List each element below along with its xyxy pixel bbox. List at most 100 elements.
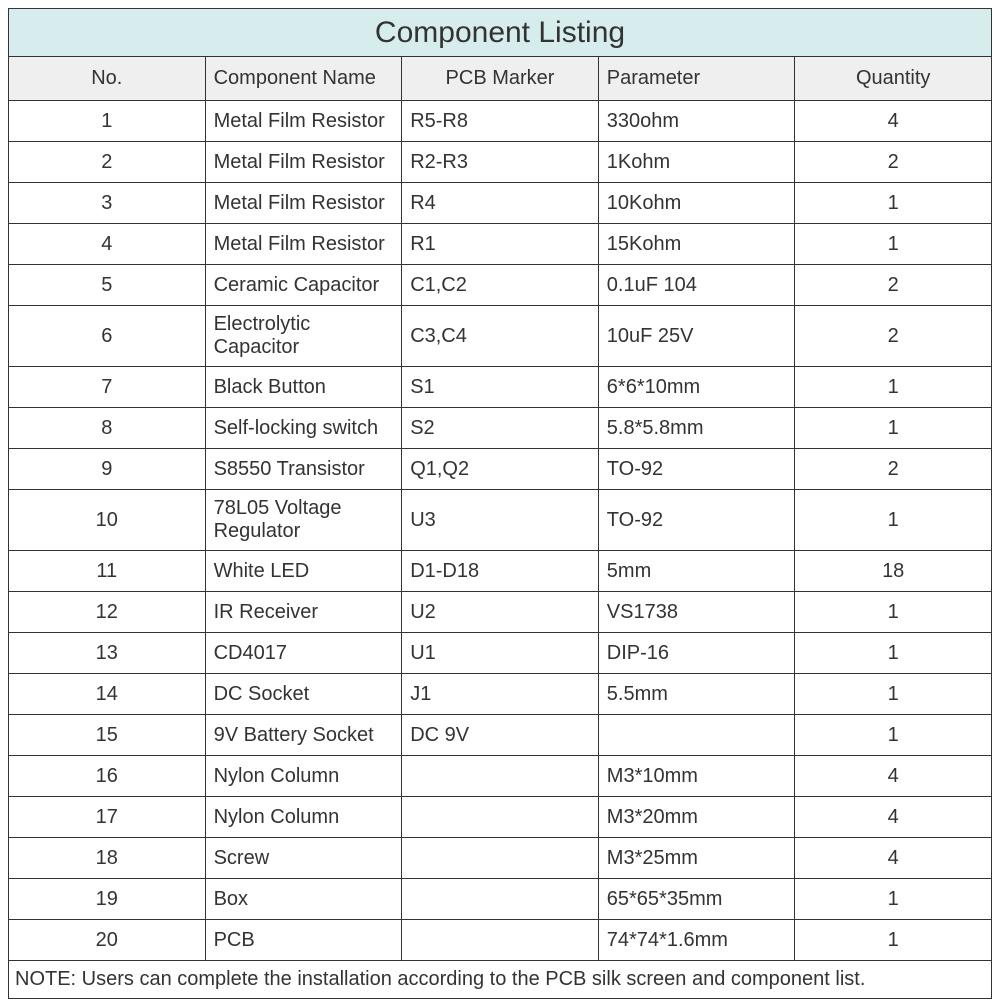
table-title: Component Listing [9, 9, 992, 57]
cell-name: Electrolytic Capacitor [205, 306, 402, 367]
cell-param: 15Kohm [598, 224, 795, 265]
table-body: 1Metal Film ResistorR5-R8330ohm42Metal F… [9, 101, 992, 961]
cell-marker: R5-R8 [402, 101, 599, 142]
table-row: 8Self-locking switchS25.8*5.8mm1 [9, 408, 992, 449]
cell-name: DC Socket [205, 674, 402, 715]
table-row: 17Nylon Column M3*20mm4 [9, 797, 992, 838]
cell-marker: U1 [402, 633, 599, 674]
table-row: 9S8550 TransistorQ1,Q2TO-922 [9, 449, 992, 490]
cell-no: 2 [9, 142, 206, 183]
cell-name: 9V Battery Socket [205, 715, 402, 756]
cell-marker [402, 756, 599, 797]
note-row: NOTE: Users can complete the installatio… [9, 961, 992, 999]
cell-name: Ceramic Capacitor [205, 265, 402, 306]
title-row: Component Listing [9, 9, 992, 57]
cell-qty: 1 [795, 490, 992, 551]
cell-param: M3*20mm [598, 797, 795, 838]
cell-no: 8 [9, 408, 206, 449]
cell-param: 65*65*35mm [598, 879, 795, 920]
cell-name: Nylon Column [205, 756, 402, 797]
cell-param [598, 715, 795, 756]
cell-qty: 1 [795, 715, 992, 756]
cell-marker: S2 [402, 408, 599, 449]
cell-no: 16 [9, 756, 206, 797]
cell-param: M3*10mm [598, 756, 795, 797]
cell-qty: 1 [795, 592, 992, 633]
table-row: 1Metal Film ResistorR5-R8330ohm4 [9, 101, 992, 142]
cell-name: Metal Film Resistor [205, 183, 402, 224]
cell-qty: 1 [795, 674, 992, 715]
cell-qty: 1 [795, 183, 992, 224]
cell-no: 17 [9, 797, 206, 838]
header-marker: PCB Marker [402, 57, 599, 101]
cell-qty: 2 [795, 306, 992, 367]
cell-marker: R2-R3 [402, 142, 599, 183]
cell-no: 7 [9, 367, 206, 408]
cell-qty: 1 [795, 408, 992, 449]
cell-name: Black Button [205, 367, 402, 408]
cell-marker: C1,C2 [402, 265, 599, 306]
cell-marker: S1 [402, 367, 599, 408]
cell-param: 1Kohm [598, 142, 795, 183]
header-param: Parameter [598, 57, 795, 101]
header-qty: Quantity [795, 57, 992, 101]
cell-qty: 4 [795, 797, 992, 838]
cell-no: 9 [9, 449, 206, 490]
cell-name: Box [205, 879, 402, 920]
cell-no: 20 [9, 920, 206, 961]
cell-no: 1 [9, 101, 206, 142]
cell-param: TO-92 [598, 490, 795, 551]
cell-qty: 4 [795, 838, 992, 879]
cell-param: 330ohm [598, 101, 795, 142]
cell-marker: R1 [402, 224, 599, 265]
table-row: 18ScrewM3*25mm4 [9, 838, 992, 879]
cell-param: 10uF 25V [598, 306, 795, 367]
cell-param: 74*74*1.6mm [598, 920, 795, 961]
table-row: 19Box65*65*35mm1 [9, 879, 992, 920]
cell-qty: 1 [795, 224, 992, 265]
table-row: 1078L05 Voltage RegulatorU3TO-921 [9, 490, 992, 551]
cell-marker [402, 879, 599, 920]
cell-name: CD4017 [205, 633, 402, 674]
cell-name: Metal Film Resistor [205, 142, 402, 183]
cell-param: 5.5mm [598, 674, 795, 715]
cell-qty: 1 [795, 920, 992, 961]
table-row: 11White LEDD1-D185mm18 [9, 551, 992, 592]
cell-param: 0.1uF 104 [598, 265, 795, 306]
cell-param: 6*6*10mm [598, 367, 795, 408]
table-row: 159V Battery SocketDC 9V 1 [9, 715, 992, 756]
cell-no: 13 [9, 633, 206, 674]
cell-qty: 18 [795, 551, 992, 592]
cell-no: 14 [9, 674, 206, 715]
cell-marker: Q1,Q2 [402, 449, 599, 490]
cell-marker: R4 [402, 183, 599, 224]
cell-marker: U2 [402, 592, 599, 633]
cell-param: TO-92 [598, 449, 795, 490]
cell-marker: D1-D18 [402, 551, 599, 592]
cell-qty: 4 [795, 756, 992, 797]
cell-param: 10Kohm [598, 183, 795, 224]
cell-param: VS1738 [598, 592, 795, 633]
table-row: 7Black ButtonS16*6*10mm1 [9, 367, 992, 408]
cell-name: 78L05 Voltage Regulator [205, 490, 402, 551]
cell-marker [402, 797, 599, 838]
cell-qty: 4 [795, 101, 992, 142]
cell-marker: C3,C4 [402, 306, 599, 367]
cell-no: 15 [9, 715, 206, 756]
table-row: 3Metal Film ResistorR410Kohm1 [9, 183, 992, 224]
cell-name: White LED [205, 551, 402, 592]
header-no: No. [9, 57, 206, 101]
cell-no: 4 [9, 224, 206, 265]
cell-param: M3*25mm [598, 838, 795, 879]
cell-name: IR Receiver [205, 592, 402, 633]
cell-qty: 1 [795, 633, 992, 674]
note-text: NOTE: Users can complete the installatio… [9, 961, 992, 999]
cell-no: 11 [9, 551, 206, 592]
cell-marker: U3 [402, 490, 599, 551]
table-row: 20PCB74*74*1.6mm1 [9, 920, 992, 961]
table-row: 12IR ReceiverU2VS17381 [9, 592, 992, 633]
cell-qty: 1 [795, 879, 992, 920]
cell-name: Nylon Column [205, 797, 402, 838]
cell-no: 3 [9, 183, 206, 224]
cell-marker: DC 9V [402, 715, 599, 756]
